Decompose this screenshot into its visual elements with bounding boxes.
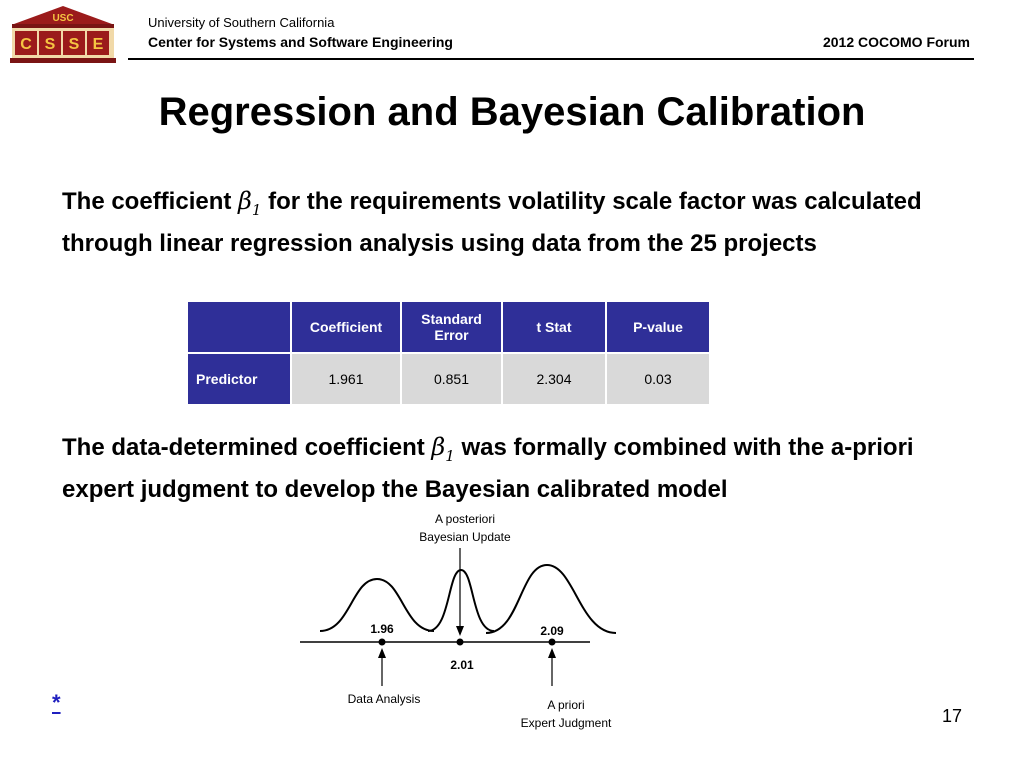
logo-usc-text: USC — [52, 13, 73, 24]
data-value-label: 1.96 — [370, 622, 394, 636]
table-header-cell: P-value — [605, 300, 711, 354]
table-cell: 1.961 — [290, 352, 402, 406]
table-header-cell: t Stat — [501, 300, 607, 354]
prior-label-line2: Expert Judgment — [521, 716, 612, 730]
table-row: Predictor 1.961 0.851 2.304 0.03 — [186, 352, 711, 406]
table-header-row: Coefficient Standard Error t Stat P-value — [186, 300, 711, 354]
table-header-cell: Coefficient — [290, 300, 402, 354]
logo-letter-s1: S — [45, 36, 56, 53]
table-cell: 0.851 — [400, 352, 503, 406]
table-header-cell: Standard Error — [400, 300, 503, 354]
center-name: Center for Systems and Software Engineer… — [148, 34, 453, 50]
prior-distribution-curve — [485, 563, 617, 634]
logo-letter-c: C — [20, 36, 32, 53]
data-value-point — [378, 638, 386, 646]
paragraph-bayesian: The data-determined coefficient β1 was f… — [62, 430, 972, 507]
usc-csse-logo: USC C S S E — [10, 6, 116, 63]
prior-label-line1: A priori — [547, 698, 584, 712]
table-corner-cell — [186, 300, 292, 354]
posterior-distribution-curve — [427, 568, 495, 632]
page-number: 17 — [941, 706, 962, 726]
prior-value-point — [548, 638, 556, 646]
logo-letter-e: E — [93, 36, 104, 53]
paragraph-regression: The coefficient β1 for the requirements … — [62, 184, 972, 261]
para2-text-after: was formally combined with the a-priori … — [62, 434, 914, 503]
table-cell: 0.03 — [605, 352, 711, 406]
posterior-label-line2: Bayesian Update — [419, 530, 511, 544]
slide-title: Regression and Bayesian Calibration — [158, 90, 866, 134]
data-analysis-label: Data Analysis — [348, 692, 421, 706]
beta-symbol: β1 — [431, 433, 455, 465]
logo-letter-s2: S — [69, 36, 80, 53]
posterior-arrow-head — [456, 626, 464, 636]
posterior-label-line1: A posteriori — [435, 512, 495, 526]
university-name: University of Southern California — [148, 15, 335, 30]
data-distribution-curve — [319, 577, 435, 632]
prior-arrow-head — [548, 648, 556, 658]
footnote-link[interactable]: * — [52, 690, 61, 715]
table-cell: 2.304 — [501, 352, 607, 406]
prior-value-label: 2.09 — [540, 624, 564, 638]
header-divider — [128, 58, 974, 60]
para1-text-before: The coefficient — [62, 188, 239, 215]
posterior-value-label: 2.01 — [450, 658, 474, 672]
beta-symbol: β1 — [238, 187, 262, 219]
para1-text-after: for the requirements volatility scale fa… — [62, 188, 922, 257]
para2-text-before: The data-determined coefficient — [62, 434, 432, 461]
data-arrow-head — [378, 648, 386, 658]
posterior-value-point — [456, 638, 464, 646]
bayesian-update-diagram: A posteriori Bayesian Update 1.96 2.01 2… — [300, 512, 617, 730]
forum-name: 2012 COCOMO Forum — [822, 34, 970, 50]
regression-table: Coefficient Standard Error t Stat P-value… — [186, 300, 711, 406]
table-row-label: Predictor — [186, 352, 292, 406]
